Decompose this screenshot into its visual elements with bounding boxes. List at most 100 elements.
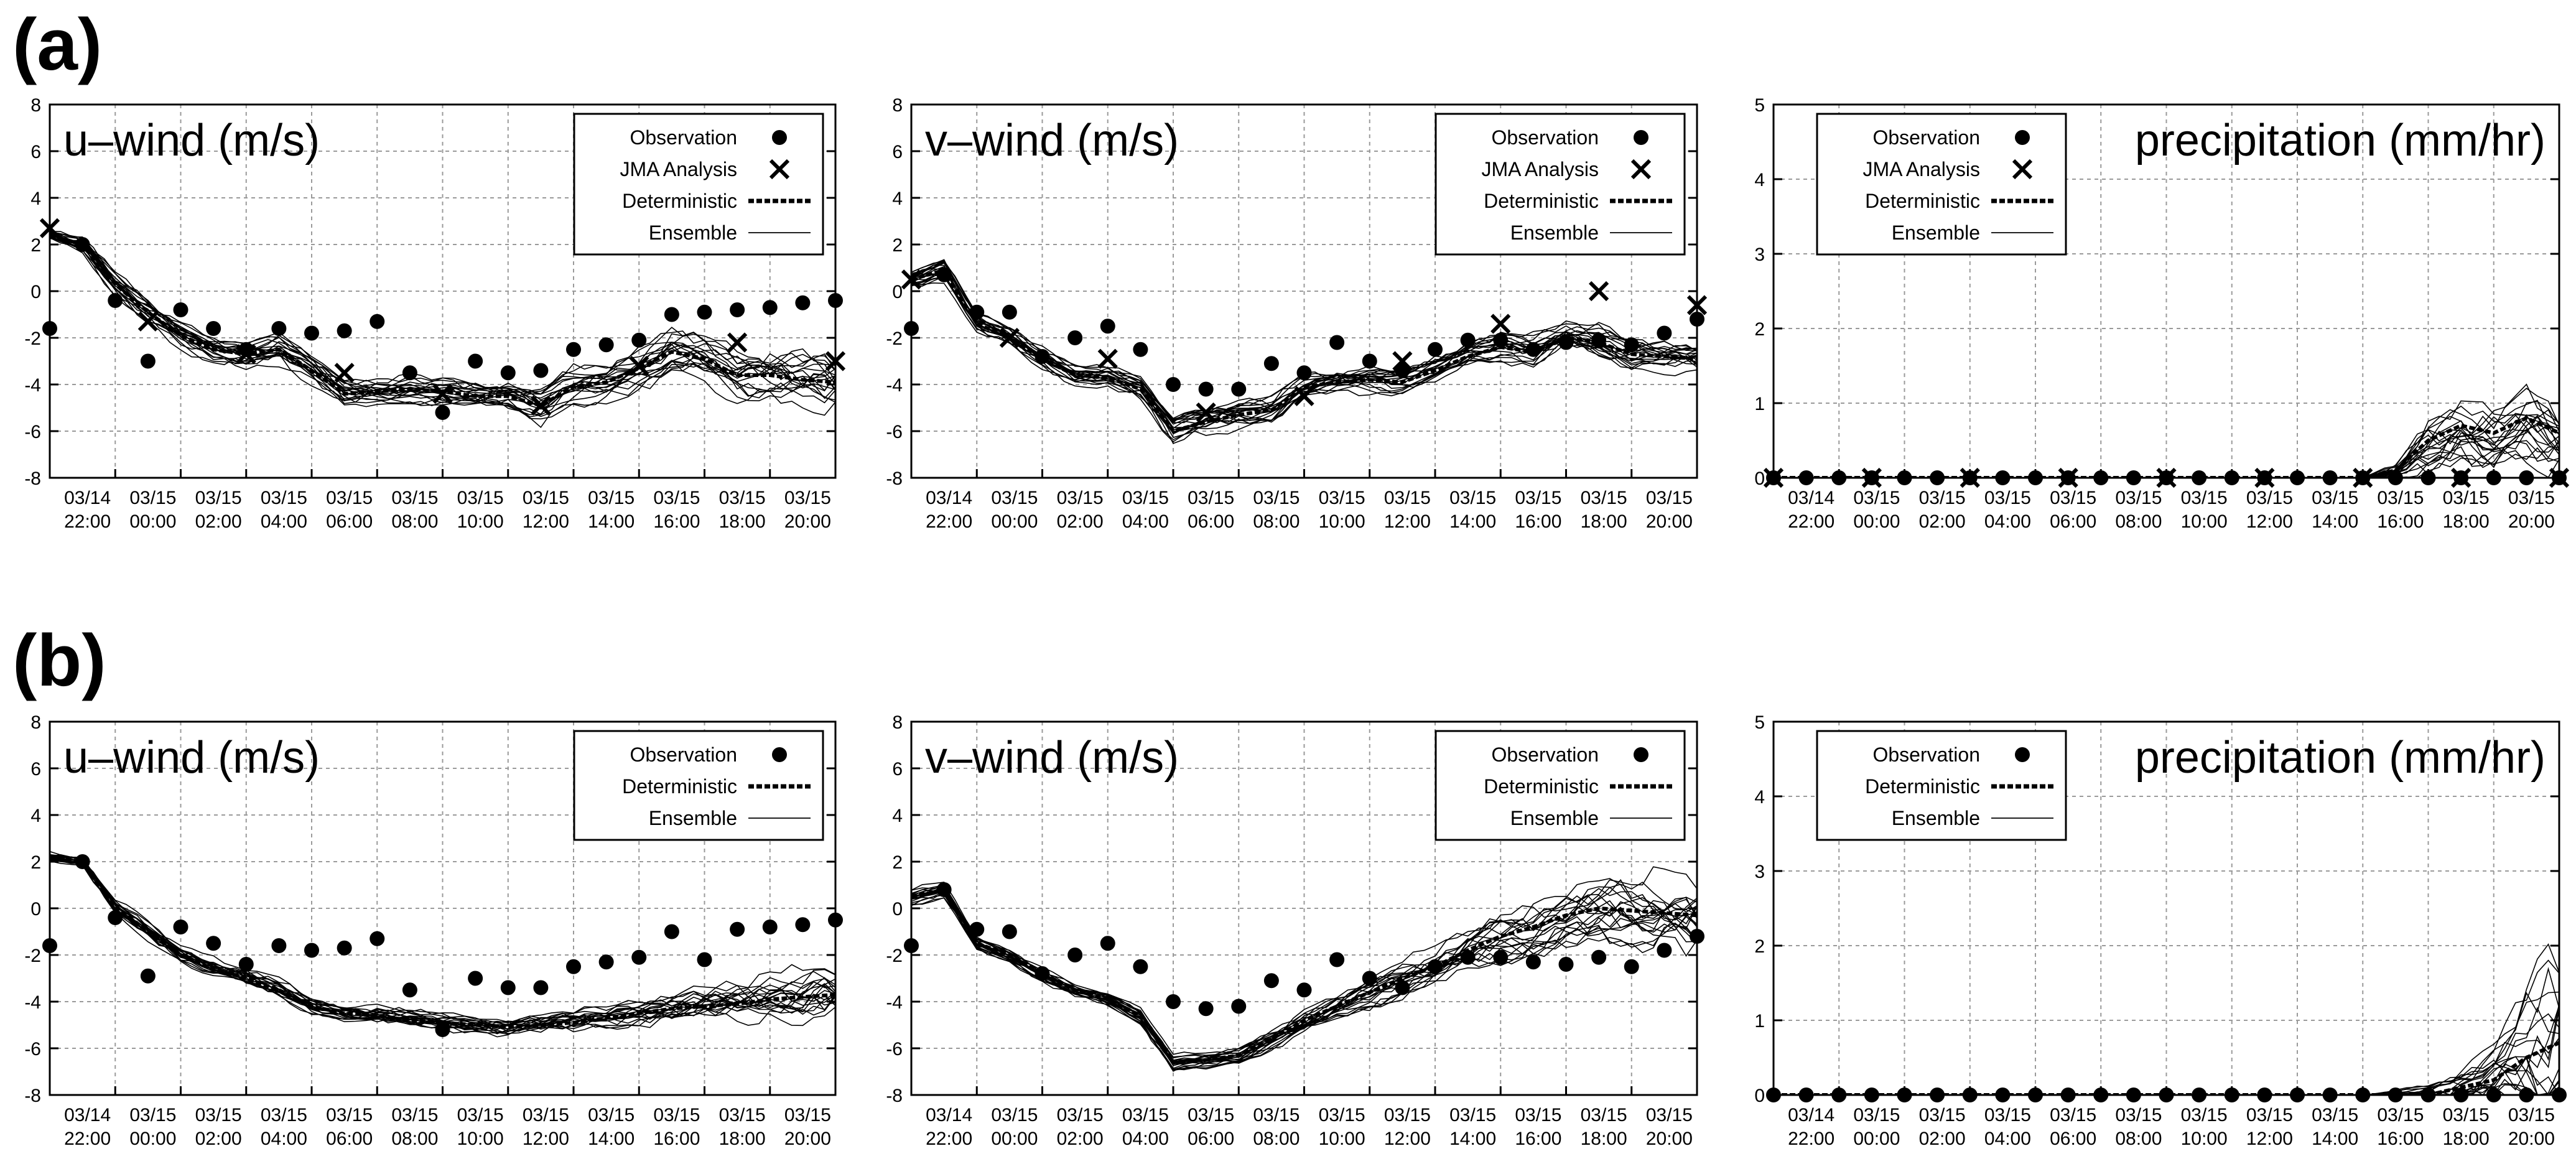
legend-observation-marker <box>2015 130 2030 145</box>
observation-point <box>402 365 417 381</box>
observation-point <box>370 314 385 329</box>
x-tick-label-time: 18:00 <box>1581 1129 1627 1149</box>
x-tick-label-date: 03/15 <box>2443 488 2490 508</box>
legend-label: Deterministic <box>1865 190 1980 212</box>
observation-point <box>1395 980 1410 995</box>
observation-point <box>566 342 581 357</box>
observation-point <box>1657 325 1672 341</box>
observation-point <box>402 982 417 998</box>
y-tick-label: -4 <box>886 375 903 396</box>
x-tick-label-time: 20:00 <box>784 1129 831 1149</box>
observation-point <box>1263 973 1279 989</box>
y-tick-label: 6 <box>892 759 903 780</box>
x-tick-label-date: 03/15 <box>1646 488 1693 508</box>
y-tick-label: 8 <box>892 712 903 733</box>
legend-label: Observation <box>1491 126 1599 149</box>
x-tick-label-time: 08:00 <box>1253 1129 1300 1149</box>
y-tick-label: -8 <box>24 468 41 489</box>
x-tick-label-time: 16:00 <box>653 1129 700 1149</box>
y-tick-label: -2 <box>886 328 903 349</box>
observation-point <box>533 980 549 995</box>
legend-jma-marker <box>2012 159 2033 180</box>
x-tick-label-time: 00:00 <box>1853 511 1900 532</box>
chart-b-u: 8 6 4 2 0 -2 -4 -6 -8 03/14 22:00 03/15 00:00 03/15 02… <box>24 712 843 1149</box>
legend: Observation Deterministic Ensemble <box>1434 730 1686 841</box>
legend-observation-marker <box>772 130 787 145</box>
observation-point <box>75 237 90 252</box>
series <box>1774 943 2559 1095</box>
ensemble-member-line <box>1774 388 2559 478</box>
x-tick-label-time: 00:00 <box>1853 1129 1900 1149</box>
x-tick-label-time: 20:00 <box>1646 1129 1693 1149</box>
legend-label: Observation <box>1872 743 1980 766</box>
y-tick-label: -2 <box>886 946 903 966</box>
observation-point <box>108 910 123 925</box>
observation-point <box>1362 971 1377 986</box>
jma-analysis-point <box>334 363 355 383</box>
observation-point <box>1525 954 1541 970</box>
x-tick-label-time: 04:00 <box>261 511 307 532</box>
observation-point <box>762 920 778 934</box>
observation-point <box>1231 381 1247 397</box>
observation-point <box>1428 959 1443 974</box>
ensemble-member-line <box>50 857 835 1027</box>
x-tick-label-time: 08:00 <box>391 1129 438 1149</box>
y-tick-label: 2 <box>30 235 41 256</box>
x-tick-label-date: 03/15 <box>1319 1105 1365 1125</box>
x-tick-label-time: 18:00 <box>719 511 766 532</box>
x-tick-label-date: 03/15 <box>1581 488 1627 508</box>
x-tick-label-time: 06:00 <box>326 1129 373 1149</box>
jma-analysis-point <box>1196 402 1216 423</box>
x-tick-label-time: 16:00 <box>1515 1129 1561 1149</box>
x-tick-label-date: 03/15 <box>2181 488 2228 508</box>
x-tick-label-time: 06:00 <box>2050 511 2096 532</box>
observation-point <box>1100 319 1115 334</box>
observation-point <box>206 321 221 336</box>
y-tick-label: 2 <box>892 852 903 873</box>
observation-point <box>435 405 450 420</box>
x-tick-label-time: 10:00 <box>457 1129 504 1149</box>
y-tick-label: 8 <box>30 95 41 116</box>
ensemble-member-line <box>50 850 835 1026</box>
x-tick-label-date: 03/15 <box>523 1105 569 1125</box>
observation-point <box>1657 943 1672 958</box>
y-tick-label: 2 <box>30 852 41 873</box>
jma-analysis-point <box>1490 314 1511 334</box>
x-tick-label-date: 03/15 <box>653 1105 700 1125</box>
observation-point <box>533 363 549 378</box>
x-tick-label-date: 03/15 <box>2115 1105 2162 1125</box>
x-tick-label-date: 03/14 <box>1788 1105 1834 1125</box>
jma-analysis-point <box>236 344 256 365</box>
legend-jma-marker <box>769 159 790 180</box>
jma-analysis-point <box>1097 348 1118 369</box>
x-tick-label-time: 08:00 <box>391 511 438 532</box>
y-tick-label: 0 <box>892 282 903 302</box>
panel-title: v–wind (m/s) <box>925 116 1179 165</box>
x-tick-label-date: 03/15 <box>129 1105 176 1125</box>
legend: Observation JMA Analysis Deterministic Ense… <box>573 113 824 256</box>
x-tick-label-time: 14:00 <box>588 1129 635 1149</box>
x-tick-label-date: 03/15 <box>1188 488 1234 508</box>
observation-point <box>697 304 712 320</box>
observation-point <box>173 302 188 317</box>
x-tick-label-date: 03/15 <box>2115 488 2162 508</box>
y-tick-label: -4 <box>24 992 41 1013</box>
x-tick-label-date: 03/15 <box>2377 1105 2424 1125</box>
y-tick-label: 6 <box>892 142 903 162</box>
observation-point <box>1329 952 1345 967</box>
x-tick-label-time: 02:00 <box>1057 511 1104 532</box>
observation-point <box>1133 342 1148 357</box>
observation-point <box>730 302 745 317</box>
y-tick-label: 4 <box>1754 170 1765 190</box>
x-tick-label-time: 14:00 <box>1449 1129 1496 1149</box>
observation-point <box>1362 353 1377 369</box>
x-tick-label-time: 00:00 <box>991 1129 1038 1149</box>
y-tick-label: 4 <box>30 189 41 209</box>
ensemble-member-line <box>50 233 835 407</box>
observation-point <box>108 293 123 308</box>
observation-point <box>1296 365 1312 381</box>
x-tick-label-time: 22:00 <box>64 511 111 532</box>
observation-point <box>435 1022 450 1037</box>
y-tick-label: 2 <box>1754 319 1765 340</box>
x-tick-label-time: 16:00 <box>653 511 700 532</box>
